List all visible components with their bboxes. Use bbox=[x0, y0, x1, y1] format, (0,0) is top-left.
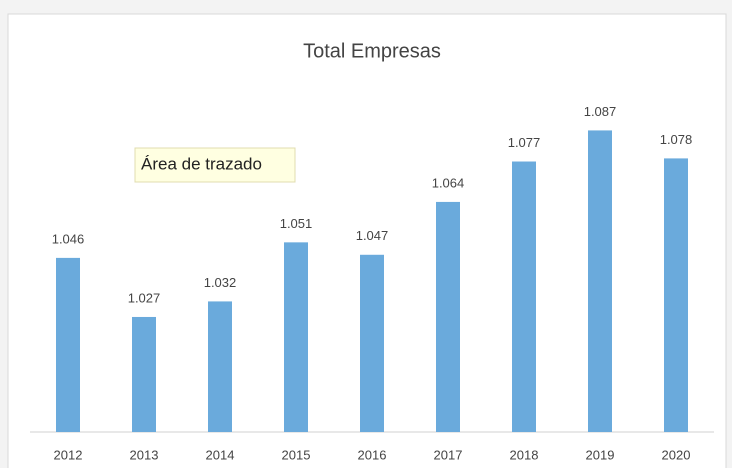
bar bbox=[284, 242, 308, 432]
x-tick-label: 2013 bbox=[130, 447, 159, 462]
x-tick-label: 2020 bbox=[662, 447, 691, 462]
data-label: 1.087 bbox=[584, 104, 617, 119]
tooltip-text: Área de trazado bbox=[141, 154, 262, 173]
x-tick-label: 2012 bbox=[54, 447, 83, 462]
data-label: 1.077 bbox=[508, 135, 541, 150]
bar bbox=[512, 161, 536, 432]
chart-title: Total Empresas bbox=[303, 40, 441, 62]
data-label: 1.078 bbox=[660, 132, 693, 147]
data-label: 1.046 bbox=[52, 231, 85, 246]
data-label: 1.051 bbox=[280, 216, 313, 231]
bar bbox=[360, 254, 384, 432]
x-tick-label: 2018 bbox=[510, 447, 539, 462]
x-tick-label: 2014 bbox=[206, 447, 235, 462]
bar bbox=[664, 158, 688, 432]
bar bbox=[588, 130, 612, 432]
bar bbox=[436, 201, 460, 432]
bar bbox=[132, 316, 156, 432]
bar bbox=[208, 301, 232, 432]
data-label: 1.027 bbox=[128, 290, 161, 305]
data-label: 1.064 bbox=[432, 175, 465, 190]
data-label: 1.047 bbox=[356, 228, 389, 243]
tooltip: Área de trazado bbox=[134, 147, 296, 183]
data-label: 1.032 bbox=[204, 275, 237, 290]
x-tick-label: 2015 bbox=[282, 447, 311, 462]
x-tick-label: 2017 bbox=[434, 447, 463, 462]
x-tick-label: 2016 bbox=[358, 447, 387, 462]
tooltip-box bbox=[134, 147, 296, 183]
x-tick-label: 2019 bbox=[586, 447, 615, 462]
bar bbox=[56, 257, 80, 432]
